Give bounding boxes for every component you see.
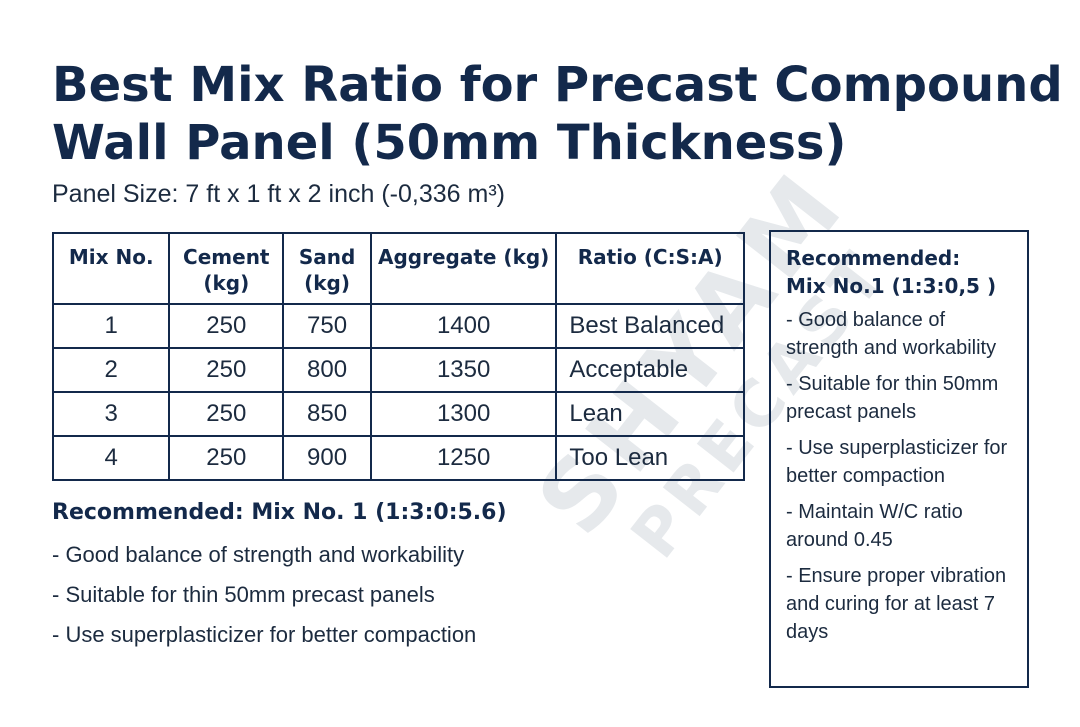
header-label: Sand <box>298 245 356 269</box>
header-mix-no: Mix No. <box>51 232 171 305</box>
cell-mix-no: 3 <box>51 391 171 437</box>
cell-ratio: Too Lean <box>555 435 745 481</box>
list-item: - Suitable for thin 50mm precast panels <box>786 373 999 423</box>
list-item: - Suitable for thin 50mm precast panels <box>52 582 435 607</box>
list-item: - Good balance of strength and workabili… <box>786 309 997 359</box>
table-row: 1 250 750 1400 Best Balanced <box>51 303 745 349</box>
recommendation-heading: Recommended: Mix No. 1 (1:3:0:5.6) <box>52 500 507 525</box>
cell-cement: 250 <box>168 347 285 393</box>
cell-aggregate: 1350 <box>369 347 558 393</box>
cell-mix-no: 1 <box>51 303 171 349</box>
header-ratio: Ratio (C:S:A) <box>555 232 745 305</box>
side-box-list: - Good balance of strength and workabili… <box>786 306 1017 646</box>
header-sand: Sand (kg) <box>282 232 372 305</box>
cell-mix-no: 2 <box>51 347 171 393</box>
side-box-title-line-1: Recommended: <box>786 246 961 270</box>
side-box-title: Recommended: Mix No.1 (1:3:0,5 ) <box>786 244 1017 300</box>
cell-aggregate: 1400 <box>369 303 558 349</box>
cell-sand: 900 <box>282 435 372 481</box>
cell-aggregate: 1300 <box>369 391 558 437</box>
list-item: - Use superplasticizer for better compac… <box>52 622 477 647</box>
list-item: - Use superplasticizer for better compac… <box>786 437 1008 487</box>
cell-ratio: Best Balanced <box>555 303 745 349</box>
recommendation-list: - Good balance of strength and workabili… <box>52 540 476 660</box>
cell-ratio: Lean <box>555 391 745 437</box>
table-row: 4 250 900 1250 Too Lean <box>51 435 745 481</box>
list-item: - Good balance of strength and workabili… <box>52 542 465 567</box>
mix-ratio-table: Mix No. Cement (kg) Sand (kg) Aggregate … <box>51 232 745 481</box>
cell-ratio: Acceptable <box>555 347 745 393</box>
header-unit: (kg) <box>203 271 250 295</box>
cell-sand: 800 <box>282 347 372 393</box>
side-box-title-line-2: Mix No.1 (1:3:0,5 ) <box>786 274 997 298</box>
cell-mix-no: 4 <box>51 435 171 481</box>
cell-cement: 250 <box>168 303 285 349</box>
panel-size-subtitle: Panel Size: 7 ft x 1 ft x 2 inch (-0,336… <box>52 180 505 208</box>
table-row: 3 250 850 1300 Lean <box>51 391 745 437</box>
header-cement: Cement (kg) <box>168 232 285 305</box>
header-label: Aggregate (kg) <box>377 245 550 269</box>
cell-sand: 850 <box>282 391 372 437</box>
list-item: - Maintain W/C ratio around 0.45 <box>786 501 963 551</box>
cell-cement: 250 <box>168 391 285 437</box>
list-item: - Ensure proper vibration and curing for… <box>786 565 1007 643</box>
page-title: Best Mix Ratio for Precast Compound Wall… <box>52 57 1063 171</box>
recommendation-side-box: Recommended: Mix No.1 (1:3:0,5 ) - Good … <box>769 230 1029 688</box>
cell-cement: 250 <box>168 435 285 481</box>
table-header-row: Mix No. Cement (kg) Sand (kg) Aggregate … <box>51 232 745 305</box>
header-unit: (kg) <box>304 271 350 295</box>
header-label: Mix No. <box>68 245 154 269</box>
cell-aggregate: 1250 <box>369 435 558 481</box>
header-label: Ratio (C:S:A) <box>577 245 723 269</box>
header-aggregate: Aggregate (kg) <box>369 232 558 305</box>
header-label: Cement <box>183 245 270 269</box>
cell-sand: 750 <box>282 303 372 349</box>
table-row: 2 250 800 1350 Acceptable <box>51 347 745 393</box>
